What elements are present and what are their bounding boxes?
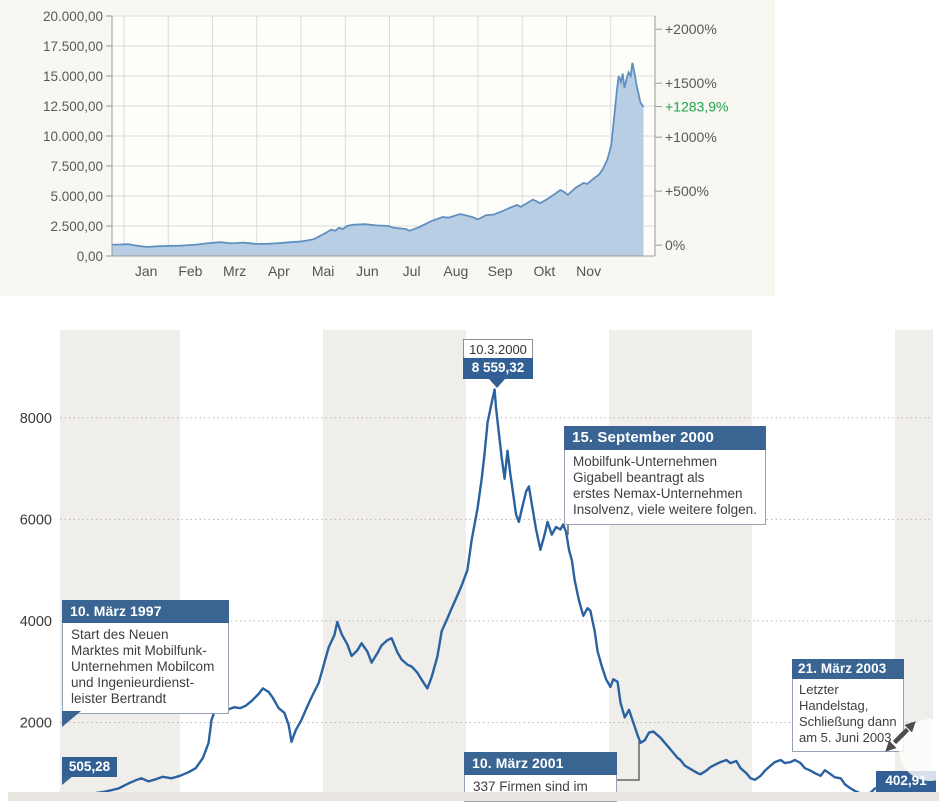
top-pct-tick: +2000% <box>665 21 717 37</box>
expand-icon[interactable] <box>878 714 924 760</box>
top-month-label: Jun <box>356 263 379 279</box>
annotation-1997: 10. März 1997 Start des Neuen Marktes mi… <box>62 600 229 714</box>
top-y-tick: 20.000,00 <box>43 9 103 24</box>
top-month-label: Feb <box>178 263 202 279</box>
year-band <box>323 330 466 792</box>
top-y-tick: 2.500,00 <box>50 219 103 234</box>
start-value-pointer <box>62 776 73 785</box>
top-month-label: Jan <box>135 263 158 279</box>
top-month-label: Sep <box>488 263 513 279</box>
top-month-label: Aug <box>443 263 468 279</box>
top-month-label: Apr <box>268 263 290 279</box>
bottom-y-tick: 6000 <box>20 512 52 528</box>
year-band <box>609 330 752 792</box>
top-month-label: Mrz <box>223 263 246 279</box>
top-month-label: Okt <box>533 263 555 279</box>
top-y-tick: 7.500,00 <box>50 159 103 174</box>
top-y-tick: 5.000,00 <box>50 189 103 204</box>
annotation-1997-text: Start des Neuen Marktes mit Mobilfunk- U… <box>71 627 215 706</box>
annotation-2000-title: 15. September 2000 <box>564 426 766 450</box>
top-y-tick: 17.500,00 <box>43 39 103 54</box>
top-pct-tick: +500% <box>665 183 709 199</box>
bottom-y-tick: 4000 <box>20 614 52 630</box>
top-month-label: Jul <box>403 263 421 279</box>
top-pct-tick: 0% <box>665 237 685 253</box>
current-change-label: +1283,9% <box>665 99 728 115</box>
annotation-2000-text: Mobilfunk-Unternehmen Gigabell beantragt… <box>573 454 757 517</box>
top-y-tick: 15.000,00 <box>43 69 103 84</box>
start-value-label: 505,28 <box>62 757 117 777</box>
top-pct-tick: +1000% <box>665 129 717 145</box>
annotation-2001-title: 10. März 2001 <box>464 752 617 775</box>
price-line <box>112 62 645 248</box>
top-month-label: Mai <box>312 263 335 279</box>
top-y-tick: 0,00 <box>77 249 103 264</box>
annotation-2003-text: Letzter Handelstag, Schließung dann am 5… <box>799 682 897 745</box>
top-month-label: Nov <box>576 263 601 279</box>
annotation-2001-text: 337 Firmen sind im <box>473 779 588 794</box>
bottom-y-tick: 2000 <box>20 716 52 732</box>
bottom-y-tick: 8000 <box>20 411 52 427</box>
nemax-line <box>94 388 889 792</box>
annotation-2003-title: 21. März 2003 <box>792 659 904 679</box>
price-area-chart[interactable]: 20.000,00 17.500,00 15.000,00 12.500,00 10.0… <box>0 0 939 300</box>
annotation-2000: 15. September 2000 Mobilfunk-Unternehmen… <box>564 426 766 525</box>
annotation-1997-title: 10. März 1997 <box>62 600 229 623</box>
top-y-tick: 10.000,00 <box>43 129 103 144</box>
bottom-strip <box>8 792 939 801</box>
annotation-2003: 21. März 2003 Letzter Handelstag, Schlie… <box>792 659 904 752</box>
peak-pointer <box>489 379 505 388</box>
top-pct-tick: +1500% <box>665 75 717 91</box>
peak-value-label: 8 559,32 <box>463 358 533 379</box>
peak-date-label: 10.3.2000 <box>463 339 533 359</box>
annotation-1997-pointer <box>62 711 81 727</box>
top-y-tick: 12.500,00 <box>43 99 103 114</box>
